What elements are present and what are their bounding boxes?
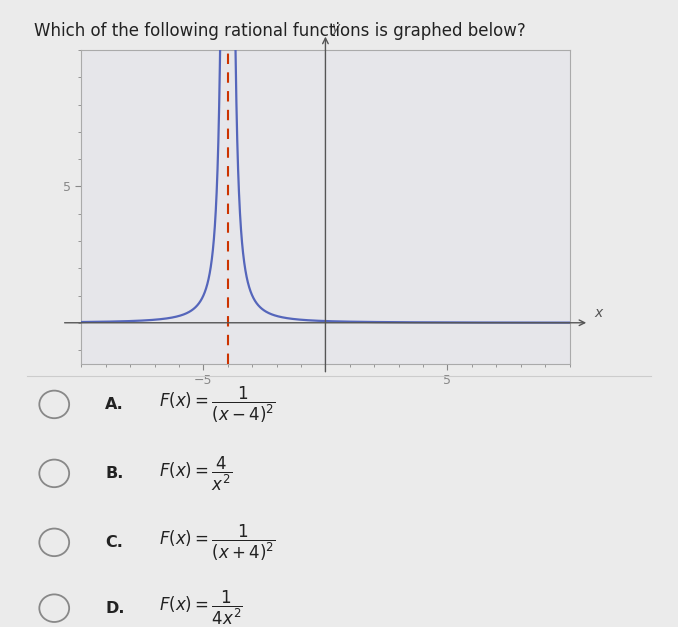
Text: B.: B. xyxy=(105,466,123,481)
Text: $F(x) = \dfrac{1}{(x+4)^{2}}$: $F(x) = \dfrac{1}{(x+4)^{2}}$ xyxy=(159,522,276,562)
Text: y: y xyxy=(332,21,340,35)
Text: $F(x) = \dfrac{1}{(x-4)^{2}}$: $F(x) = \dfrac{1}{(x-4)^{2}}$ xyxy=(159,384,276,424)
Text: C.: C. xyxy=(105,535,123,550)
Text: x: x xyxy=(594,306,602,320)
Text: Which of the following rational functions is graphed below?: Which of the following rational function… xyxy=(34,22,525,40)
Text: D.: D. xyxy=(105,601,125,616)
Text: $F(x) = \dfrac{1}{4x^{2}}$: $F(x) = \dfrac{1}{4x^{2}}$ xyxy=(159,589,243,627)
Text: $F(x) = \dfrac{4}{x^{2}}$: $F(x) = \dfrac{4}{x^{2}}$ xyxy=(159,454,233,493)
Text: A.: A. xyxy=(105,397,124,412)
